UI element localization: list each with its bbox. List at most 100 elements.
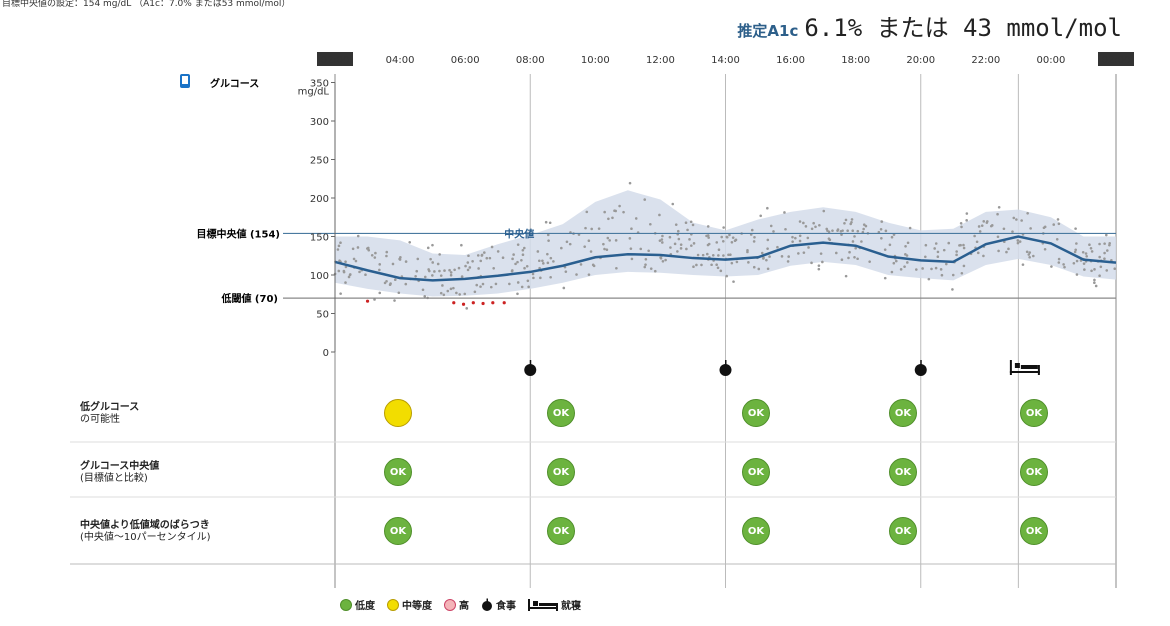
reading-dot (850, 218, 854, 221)
target-median-label: 目標中央値 (154) (197, 227, 281, 240)
reading-dot (468, 266, 472, 269)
reading-dot (547, 239, 550, 242)
reading-dot (1098, 274, 1101, 278)
reading-dot (780, 255, 784, 258)
reading-dot (630, 227, 633, 231)
reading-dot (1063, 265, 1066, 269)
reading-dot (1012, 216, 1016, 220)
apple-icon (719, 364, 732, 376)
legend-high: 高 (444, 597, 469, 612)
reading-dot (618, 204, 621, 208)
reading-dot (798, 220, 802, 223)
y-tick-label: 200 (310, 194, 329, 205)
reading-dot (711, 253, 715, 257)
reading-dot (373, 298, 376, 301)
reading-dot (393, 278, 397, 282)
reading-dot (644, 263, 647, 266)
reading-dot (439, 291, 443, 295)
reading-dot (1089, 246, 1093, 250)
reading-dot (423, 275, 427, 279)
reading-dot (605, 248, 609, 252)
reading-dot (1018, 240, 1022, 243)
reading-dot (433, 270, 436, 273)
reading-dot (965, 219, 968, 222)
reading-dot (483, 251, 486, 254)
reading-dot (481, 282, 485, 286)
reading-dot (1025, 250, 1029, 254)
reading-dot (696, 253, 700, 257)
reading-dot (1098, 255, 1101, 259)
reading-dot (1002, 227, 1006, 231)
reading-dot (489, 285, 493, 289)
low-reading-dot (481, 301, 485, 306)
ok-indicator: OK (384, 458, 412, 486)
reading-dot (415, 269, 419, 273)
reading-dot (404, 282, 408, 286)
reading-dot (549, 275, 552, 279)
reading-dot (1108, 243, 1111, 247)
reading-dot (431, 261, 435, 264)
reading-dot (1075, 273, 1079, 276)
reading-dot (427, 268, 430, 271)
reading-dot (664, 258, 667, 262)
legend-meal: 食事 (481, 597, 516, 612)
reading-dot (908, 226, 912, 230)
estimated-a1c: 推定A1c 6.1% または 43 mmol/mol (737, 8, 1122, 43)
reading-dot (791, 240, 794, 243)
reading-dot (810, 261, 813, 265)
reading-dot (762, 256, 765, 260)
reading-dot (615, 266, 618, 270)
reading-dot (962, 246, 966, 250)
reading-dot (676, 229, 680, 233)
reading-dot (766, 206, 769, 210)
reading-dot (733, 239, 737, 243)
reading-dot (1027, 253, 1031, 256)
reading-dot (385, 250, 389, 254)
ok-indicator: OK (742, 517, 770, 545)
reading-dot (846, 229, 849, 233)
reading-dot (449, 287, 453, 291)
reading-dot (510, 269, 514, 272)
reading-dot (590, 227, 594, 231)
reading-dot (936, 255, 940, 259)
reading-dot (839, 229, 843, 233)
reading-dot (614, 239, 618, 242)
reading-dot (962, 243, 965, 247)
time-tick-box (317, 52, 353, 66)
reading-dot (890, 270, 894, 274)
reading-dot (592, 264, 596, 268)
reading-dot (1057, 222, 1061, 226)
reading-dot (772, 230, 775, 233)
reading-dot (853, 235, 856, 238)
reading-dot (844, 274, 848, 278)
reading-dot (973, 234, 976, 238)
ok-indicator: OK (742, 458, 770, 486)
ok-indicator: OK (889, 399, 917, 427)
reading-dot (827, 230, 831, 234)
analysis-row-label: グルコース中央値 (目標値と比較) (80, 461, 160, 484)
reading-dot (438, 269, 441, 273)
reading-dot (924, 255, 927, 259)
reading-dot (746, 250, 749, 254)
reading-dot (692, 265, 695, 269)
reading-dot (653, 269, 657, 273)
reading-dot (441, 284, 444, 287)
reading-dot (1062, 263, 1065, 266)
median-line-label: 中央値 (504, 227, 534, 240)
reading-dot (464, 264, 467, 268)
reading-dot (579, 263, 583, 266)
reading-dot (671, 202, 675, 206)
reading-dot (980, 224, 984, 227)
reading-dot (853, 255, 856, 259)
y-unit-label: mg/dL (298, 87, 330, 98)
reading-dot (883, 248, 887, 251)
reading-dot (568, 242, 572, 246)
reading-dot (337, 244, 341, 248)
reading-dot (1093, 268, 1096, 271)
reading-dot (817, 264, 821, 267)
reading-dot (955, 250, 958, 253)
reading-dot (684, 221, 688, 225)
reading-dot (374, 251, 377, 255)
bed-icon (528, 598, 558, 611)
reading-dot (797, 252, 800, 255)
